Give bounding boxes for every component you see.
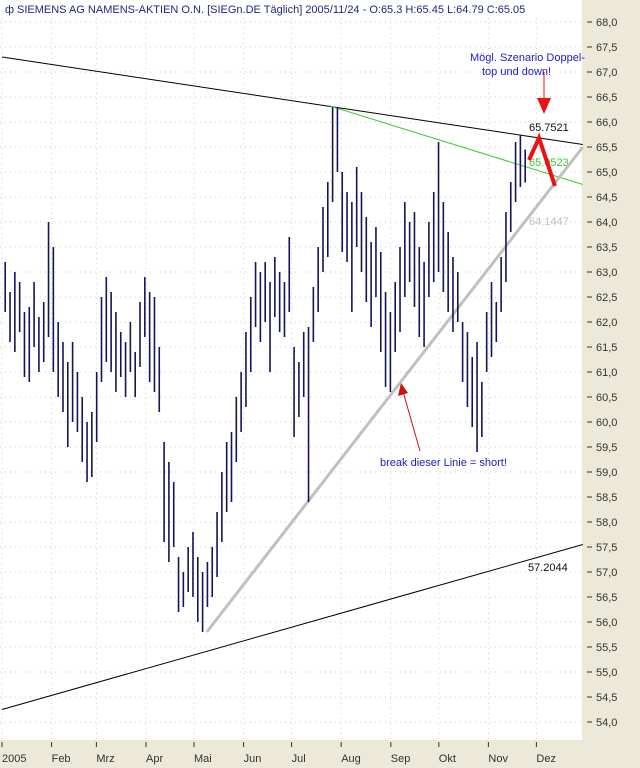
y-tick-label: 60,5 [596, 392, 617, 404]
y-tick-label: 61,5 [596, 342, 617, 354]
trendline-green-resistance [329, 105, 583, 185]
x-tick-label: Feb [52, 753, 71, 765]
y-tick-label: 62,0 [596, 317, 617, 329]
trendline-label-support: 64.1447 [529, 216, 569, 228]
y-tick-label: 66,5 [596, 92, 617, 104]
y-tick-label: 64,0 [596, 217, 617, 229]
scenario-note-line1: Mögl. Szenario Doppel- [470, 52, 585, 64]
x-axis: 2005 Feb Mrz Apr Mai Jun Jul Aug Sep Okt Nov Dez [1, 742, 556, 765]
trendline-upper-resistance [1, 56, 583, 145]
chart-title: SIEMENS AG NAMENS-AKTIEN O.N. [SIEGn.DE … [17, 4, 525, 16]
y-tick-label: 62,5 [596, 292, 617, 304]
annotations: Mögl. Szenario Doppel- top und down! bre… [380, 52, 585, 469]
y-tick-label: 58,5 [596, 492, 617, 504]
x-tick-label: Sep [391, 753, 411, 765]
x-tick-label: Apr [146, 753, 163, 765]
x-tick-label: Aug [341, 753, 361, 765]
y-tick-label: 57,5 [596, 542, 617, 554]
title-bar: ф SIEMENS AG NAMENS-AKTIEN O.N. [SIEGn.D… [0, 0, 582, 18]
y-tick-label: 60,0 [596, 417, 617, 429]
x-tick-label: Nov [488, 753, 508, 765]
y-tick-label: 55,0 [596, 667, 617, 679]
y-tick-label: 56,0 [596, 617, 617, 629]
break-note: break dieser Linie = short! [380, 457, 507, 469]
scenario-note-line2: top und down! [482, 66, 551, 78]
y-tick-label: 57,0 [596, 567, 617, 579]
y-tick-label: 66,0 [596, 117, 617, 129]
chart-type-icon[interactable]: ф [5, 4, 14, 16]
y-tick-label: 64,5 [596, 192, 617, 204]
y-tick-label: 54,5 [596, 692, 617, 704]
price-bars [4, 107, 527, 632]
break-arrow-icon [398, 383, 421, 452]
y-tick-label: 67,0 [596, 67, 617, 79]
x-tick-label: Jul [292, 753, 306, 765]
x-tick-label: Mrz [96, 753, 114, 765]
double-top-scenario-arrow [527, 132, 557, 187]
y-tick-label: 63,0 [596, 267, 617, 279]
y-tick-label: 65,5 [596, 142, 617, 154]
plot-area [0, 0, 582, 740]
down-arrow-icon [537, 72, 551, 114]
y-axis: 68,0 67,5 67,0 66,5 66,0 65,5 65,0 64,5 64,0 63,5… [587, 17, 617, 729]
y-tick-label: 55,5 [596, 642, 617, 654]
y-tick-label: 58,0 [596, 517, 617, 529]
y-tick-label: 65,0 [596, 167, 617, 179]
x-tick-label: Mai [194, 753, 212, 765]
trendline-lower-support [1, 544, 583, 710]
y-tick-label: 59,5 [596, 442, 617, 454]
y-tick-label: 67,5 [596, 42, 617, 54]
y-tick-label: 61,0 [596, 367, 617, 379]
trendline-label-lower-support: 57.2044 [528, 562, 568, 574]
x-tick-label: Dez [536, 753, 556, 765]
y-tick-label: 56,5 [596, 592, 617, 604]
trendline-support [205, 146, 584, 633]
x-tick-label: Jun [244, 753, 262, 765]
x-tick-label: Okt [439, 753, 456, 765]
trendline-label-upper-resistance: 65.7521 [529, 122, 569, 134]
y-tick-label: 63,5 [596, 242, 617, 254]
y-tick-label: 54,0 [596, 717, 617, 729]
x-tick-label: 2005 [2, 753, 26, 765]
y-tick-label: 68,0 [596, 17, 617, 29]
y-tick-label: 59,0 [596, 467, 617, 479]
